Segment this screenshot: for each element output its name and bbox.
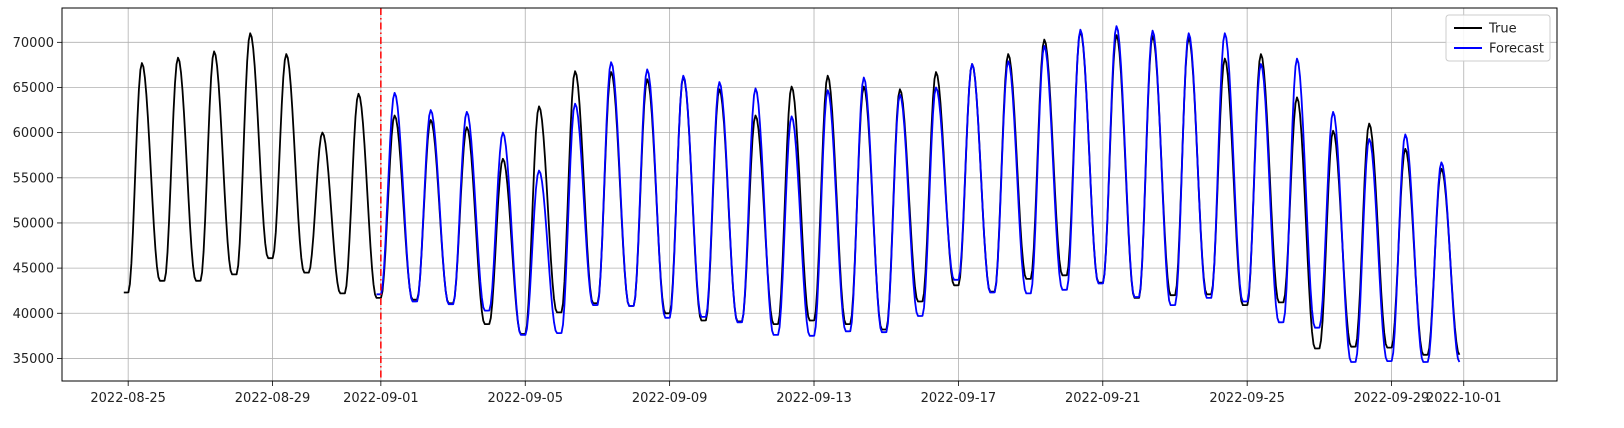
y-tick-label: 55000 [13,171,54,186]
legend: True Forecast [1445,14,1551,62]
x-tick-label: 2022-08-25 [90,391,166,406]
x-tick-label: 2022-09-05 [487,391,563,406]
legend-label-forecast: Forecast [1489,42,1544,57]
series-layer [123,25,1461,363]
y-tick-label: 60000 [13,126,54,141]
y-tick-label: 50000 [13,216,54,231]
legend-label-true: True [1488,22,1517,37]
y-tick-label: 70000 [13,36,54,51]
x-tick-label: 2022-09-17 [921,391,997,406]
x-tick-label: 2022-09-29 [1354,391,1430,406]
x-tick-label: 2022-09-13 [776,391,852,406]
y-tick-label: 65000 [13,81,54,96]
y-tick-label: 45000 [13,262,54,277]
x-tick-label: 2022-09-21 [1065,391,1141,406]
y-tick-label: 35000 [13,352,54,367]
x-axis-ticks: 2022-08-25 2022-08-29 2022-09-01 2022-09-05… [90,381,1502,406]
x-tick-label: 2022-09-09 [632,391,708,406]
plot-frame [61,7,1558,382]
x-tick-label: 2022-09-01 [343,391,419,406]
x-tick-label: 2022-09-25 [1209,391,1285,406]
x-tick-label: 2022-10-01 [1426,391,1502,406]
grid [62,8,1557,381]
x-tick-label: 2022-08-29 [235,391,311,406]
y-axis-ticks: 35000 40000 45000 50000 55000 60000 65000 70000 [13,36,62,367]
series-line-forecast [376,25,1461,363]
y-tick-label: 40000 [13,307,54,322]
legend-box [1445,14,1551,62]
